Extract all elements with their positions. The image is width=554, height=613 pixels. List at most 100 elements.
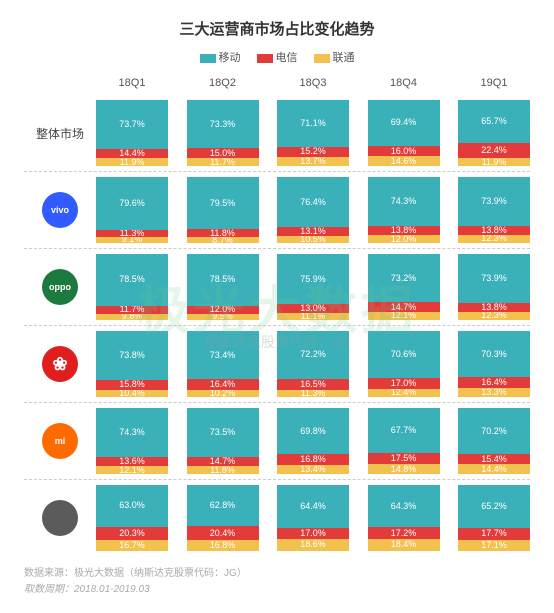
chart-title: 三大运营商市场占比变化趋势 [24,18,530,39]
row-label-overall: 整体市场 [24,125,96,142]
bar-segment-telecom: 11.8% [187,229,259,237]
bar-segment-unicom: 12.0% [368,235,440,243]
bar-segment-telecom: 22.4% [458,143,530,158]
bar-segment-telecom: 11.7% [96,306,168,314]
source-line-1: 数据来源：极光大数据（纳斯达克股票代码：JG） [24,566,530,582]
bar-segment-telecom: 15.8% [96,380,168,390]
oppo-logo-icon: oppo [42,269,78,305]
data-row-xiaomi: mi74.3%13.6%12.1%73.5%14.7%11.8%69.8%16.… [24,403,530,480]
bar-segment-telecom: 15.4% [458,454,530,464]
period-headers: 18Q118Q218Q318Q419Q1 [96,77,530,89]
bar-segment-mobile: 63.0% [96,485,168,527]
bar-segment-unicom: 11.9% [458,158,530,166]
legend-swatch-telecom [257,54,273,63]
stacked-bar: 73.3%15.0%11.7% [187,100,259,166]
period-header: 18Q2 [187,77,259,89]
stacked-bar: 64.4%17.0%18.6% [277,485,349,551]
bar-segment-telecom: 16.4% [458,377,530,388]
legend-label-unicom: 联通 [333,52,355,64]
data-row-oppo: oppo78.5%11.7%9.8%78.5%12.0%9.5%75.9%13.… [24,249,530,326]
period-header: 18Q1 [96,77,168,89]
data-row-huawei: ❀73.8%15.8%10.4%73.4%16.4%10.2%72.2%16.5… [24,326,530,403]
bar-segment-unicom: 9.1% [96,237,168,243]
bar-segment-mobile: 64.3% [368,485,440,527]
stacked-bar: 73.9%13.8%12.3% [458,177,530,243]
row-label-apple [24,500,96,536]
legend-swatch-mobile [200,54,216,63]
bar-segment-telecom: 16.4% [187,379,259,390]
bar-segment-unicom: 9.5% [187,314,259,320]
stacked-bar: 75.9%13.0%11.1% [277,254,349,320]
bar-segment-unicom: 13.7% [277,157,349,166]
bar-segment-unicom: 18.4% [368,539,440,551]
stacked-bar: 70.3%16.4%13.3% [458,331,530,397]
bar-segment-mobile: 73.4% [187,331,259,379]
bar-segment-unicom: 13.3% [458,388,530,397]
bar-segment-unicom: 14.8% [368,464,440,474]
bar-segment-unicom: 12.3% [458,312,530,320]
stacked-bar: 79.5%11.8%8.7% [187,177,259,243]
legend-item-telecom: 电信 [257,49,298,65]
bar-segment-mobile: 65.7% [458,100,530,143]
bar-segment-mobile: 70.6% [368,331,440,378]
bar-segment-telecom: 16.8% [277,454,349,465]
stacked-bar: 73.4%16.4%10.2% [187,331,259,397]
bar-segment-telecom: 15.2% [277,147,349,157]
bar-segment-telecom: 13.6% [96,457,168,466]
bar-segment-unicom: 17.1% [458,540,530,551]
bar-segment-unicom: 10.2% [187,390,259,397]
bar-segment-unicom: 14.6% [368,156,440,166]
bar-segment-telecom: 13.8% [458,303,530,312]
vivo-logo-icon: vivo [42,192,78,228]
bar-segment-mobile: 72.2% [277,331,349,379]
bar-segment-unicom: 11.3% [277,390,349,397]
bar-segment-unicom: 8.7% [187,237,259,243]
bar-segment-telecom: 14.4% [96,149,168,159]
row-label-xiaomi: mi [24,423,96,459]
bar-segment-mobile: 78.5% [96,254,168,306]
bar-segment-telecom: 14.7% [368,302,440,312]
bar-segment-mobile: 79.6% [96,177,168,230]
row-label-vivo: vivo [24,192,96,228]
bar-segment-mobile: 74.3% [368,177,440,226]
bar-segment-telecom: 13.0% [277,304,349,313]
bar-segment-mobile: 69.4% [368,100,440,146]
bar-segment-unicom: 18.6% [277,539,349,551]
bar-segment-telecom: 13.8% [368,226,440,235]
bar-segment-telecom: 17.2% [368,527,440,538]
data-row-apple: 63.0%20.3%16.7%62.8%20.4%16.8%64.4%17.0%… [24,480,530,556]
stacked-bar: 63.0%20.3%16.7% [96,485,168,551]
bar-segment-telecom: 11.3% [96,230,168,237]
bar-segment-unicom: 9.8% [96,314,168,320]
bar-segment-telecom: 17.7% [458,528,530,540]
bar-segment-mobile: 73.9% [458,254,530,303]
bar-segment-telecom: 15.0% [187,148,259,158]
huawei-logo-icon: ❀ [42,346,78,382]
source-line-2: 取数周期：2018.01-2019.03 [24,582,530,598]
stacked-bar: 73.9%13.8%12.3% [458,254,530,320]
stacked-bar: 67.7%17.5%14.8% [368,408,440,474]
carrier-share-chart: 极光大数据 纳斯达克股票代码：JG 三大运营商市场占比变化趋势 移动电信联通 1… [0,0,554,612]
stacked-bar: 69.4%16.0%14.6% [368,100,440,166]
bar-segment-mobile: 78.5% [187,254,259,306]
stacked-bar: 69.8%16.8%13.4% [277,408,349,474]
bar-segment-unicom: 11.1% [277,313,349,320]
bar-segment-mobile: 73.5% [187,408,259,457]
bar-segment-mobile: 65.2% [458,485,530,528]
bar-segment-mobile: 69.8% [277,408,349,454]
stacked-bar: 73.2%14.7%12.1% [368,254,440,320]
bar-segment-unicom: 12.3% [458,235,530,243]
bar-segment-mobile: 73.7% [96,100,168,149]
bar-segment-unicom: 12.1% [96,466,168,474]
stacked-bar: 70.2%15.4%14.4% [458,408,530,474]
chart-body: 整体市场73.7%14.4%11.9%73.3%15.0%11.7%71.1%1… [24,95,530,556]
bar-segment-mobile: 79.5% [187,177,259,229]
bar-segment-mobile: 70.3% [458,331,530,377]
period-header: 18Q3 [277,77,349,89]
bar-segment-telecom: 17.0% [368,378,440,389]
bar-segment-telecom: 14.7% [187,457,259,467]
stacked-bar: 79.6%11.3%9.1% [96,177,168,243]
bar-segment-mobile: 73.8% [96,331,168,380]
bar-segment-telecom: 17.5% [368,453,440,465]
bar-segment-telecom: 20.4% [187,526,259,539]
